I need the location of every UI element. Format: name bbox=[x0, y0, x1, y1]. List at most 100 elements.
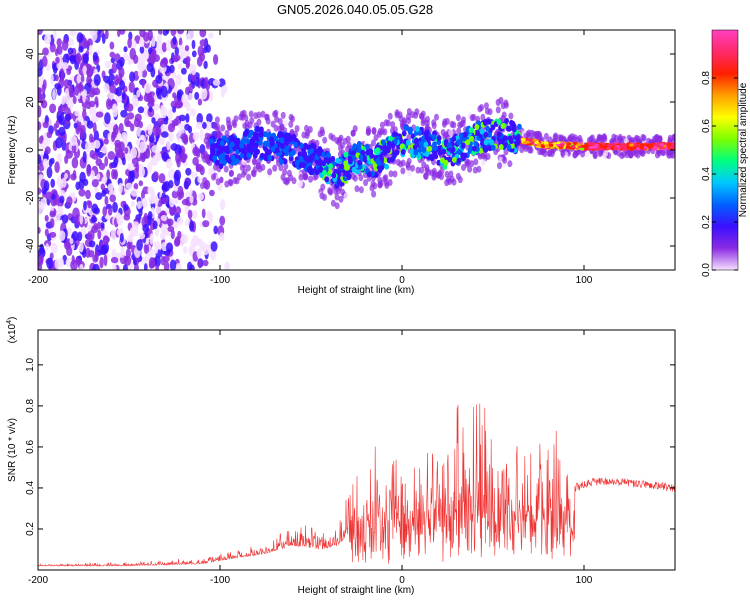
heatmap-cell bbox=[387, 112, 393, 120]
y-tick-label: 0 bbox=[25, 147, 36, 153]
heatmap-cell bbox=[120, 109, 128, 118]
heatmap-cell bbox=[44, 146, 51, 155]
y-tick-label: -40 bbox=[25, 238, 36, 253]
heatmap-cell bbox=[561, 135, 567, 143]
heatmap-cell bbox=[93, 139, 101, 149]
heatmap-cell bbox=[52, 89, 56, 100]
heatmap-cell bbox=[219, 140, 225, 147]
heatmap-cell bbox=[228, 135, 234, 142]
heatmap-cell bbox=[251, 170, 257, 178]
heatmap-cell bbox=[137, 200, 142, 210]
heatmap-cell bbox=[61, 103, 69, 112]
heatmap-cell bbox=[219, 215, 226, 226]
heatmap-cell bbox=[592, 145, 598, 149]
heatmap-cell bbox=[277, 141, 282, 148]
heatmap-cell bbox=[70, 135, 78, 146]
heatmap-x-ticks: -200 -100 0 100 bbox=[28, 30, 593, 286]
heatmap-cell bbox=[455, 114, 461, 122]
heatmap-cell bbox=[241, 109, 247, 117]
heatmap-cell bbox=[123, 213, 131, 221]
heatmap-cell bbox=[328, 163, 333, 170]
heatmap-cell bbox=[60, 69, 65, 81]
heatmap-cell bbox=[199, 39, 207, 47]
heatmap-cell bbox=[129, 227, 137, 236]
heatmap-cell bbox=[177, 123, 185, 130]
heatmap-cell bbox=[49, 210, 56, 218]
heatmap-cell bbox=[317, 150, 322, 157]
heatmap-cell bbox=[528, 138, 534, 142]
heatmap-cell bbox=[444, 179, 450, 187]
heatmap-cell bbox=[162, 197, 169, 204]
heatmap-cell bbox=[282, 177, 288, 185]
heatmap-cell bbox=[214, 116, 220, 124]
heatmap-cell bbox=[98, 162, 106, 171]
heatmap-cell bbox=[307, 148, 313, 155]
heatmap-cell bbox=[130, 147, 138, 159]
heatmap-cell bbox=[639, 146, 645, 150]
heatmap-cell bbox=[122, 157, 126, 166]
heatmap-cell bbox=[218, 232, 225, 242]
heatmap-cell bbox=[87, 250, 95, 258]
heatmap-cell bbox=[87, 200, 93, 209]
heatmap-cell bbox=[168, 131, 174, 142]
heatmap-cell bbox=[82, 92, 86, 103]
heatmap-cell bbox=[326, 152, 331, 158]
heatmap-cell bbox=[456, 157, 462, 164]
heatmap-cell bbox=[226, 120, 232, 128]
heatmap-cell bbox=[197, 45, 204, 57]
heatmap-cell bbox=[347, 155, 353, 162]
heatmap-cell bbox=[150, 158, 155, 166]
heatmap-cell bbox=[143, 243, 150, 255]
heatmap-cell bbox=[170, 143, 178, 151]
heatmap-cell bbox=[52, 30, 57, 40]
heatmap-cell bbox=[202, 220, 210, 228]
snr-x-ticks: -200 -100 0 100 bbox=[28, 330, 593, 586]
heatmap-cell bbox=[517, 123, 522, 130]
heatmap-cell bbox=[354, 185, 360, 193]
heatmap-cell bbox=[218, 78, 226, 88]
heatmap-cell bbox=[235, 140, 241, 147]
heatmap-cell bbox=[198, 192, 204, 201]
heatmap-cell bbox=[419, 142, 424, 149]
heatmap-cell bbox=[456, 139, 462, 146]
heatmap-cell bbox=[424, 166, 430, 174]
heatmap-cell bbox=[142, 201, 148, 208]
heatmap-cell bbox=[483, 139, 489, 146]
heatmap-cell bbox=[548, 143, 554, 147]
heatmap-cell bbox=[92, 51, 99, 62]
heatmap-cell bbox=[46, 191, 52, 200]
heatmap-cell bbox=[377, 176, 383, 184]
heatmap-cell bbox=[185, 56, 191, 63]
heatmap-cell bbox=[129, 48, 137, 60]
heatmap-cell bbox=[136, 239, 144, 251]
heatmap-cell bbox=[654, 151, 660, 159]
heatmap-cell bbox=[502, 156, 508, 164]
heatmap-cell bbox=[178, 114, 186, 122]
heatmap-cell bbox=[272, 164, 278, 172]
heatmap-cell bbox=[246, 152, 252, 159]
y-tick-label: 0.6 bbox=[25, 440, 36, 454]
heatmap-cell bbox=[104, 112, 111, 125]
heatmap-cell bbox=[86, 68, 94, 78]
heatmap-cell bbox=[82, 109, 87, 120]
heatmap-cell bbox=[239, 142, 245, 149]
heatmap-cell bbox=[626, 146, 632, 150]
heatmap-cell bbox=[85, 189, 91, 200]
heatmap-cell bbox=[283, 138, 288, 145]
heatmap-cell bbox=[406, 113, 411, 120]
heatmap-cell bbox=[628, 151, 634, 159]
heatmap-cell bbox=[154, 226, 159, 237]
heatmap-cell bbox=[405, 139, 411, 146]
heatmap-cell bbox=[197, 98, 202, 106]
heatmap-cell bbox=[42, 121, 49, 129]
heatmap-cell bbox=[153, 94, 158, 102]
heatmap-cell bbox=[220, 124, 226, 132]
heatmap-cell bbox=[93, 74, 101, 86]
heatmap-cell bbox=[38, 154, 42, 165]
heatmap-cell bbox=[497, 162, 502, 170]
heatmap-cell bbox=[384, 163, 390, 170]
heatmap-cell bbox=[169, 64, 175, 74]
heatmap-cell bbox=[288, 113, 294, 121]
heatmap-cell bbox=[249, 117, 255, 125]
heatmap-cell bbox=[109, 41, 115, 50]
